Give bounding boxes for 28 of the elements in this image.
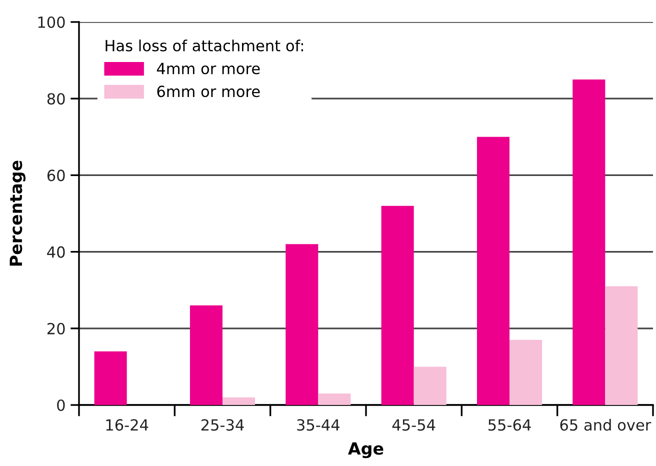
x-tick-label: 25-34 bbox=[201, 419, 244, 431]
y-axis-title: Percentage bbox=[10, 160, 26, 266]
bar bbox=[190, 305, 222, 405]
bar bbox=[572, 79, 606, 405]
legend-label: 6mm or more bbox=[157, 86, 260, 98]
x-axis-title: Age bbox=[348, 442, 384, 458]
bar bbox=[381, 206, 414, 405]
x-tick-label: 16-24 bbox=[106, 419, 148, 431]
x-tick-label: 65 and over bbox=[560, 418, 652, 431]
bar bbox=[510, 340, 542, 405]
y-tick-label: 40 bbox=[47, 246, 65, 258]
y-tick-label: 20 bbox=[47, 322, 65, 334]
x-tick-label: 35-44 bbox=[297, 419, 340, 431]
legend-label: 4mm or more bbox=[156, 62, 260, 74]
bar bbox=[318, 394, 351, 405]
y-tick-label: 60 bbox=[47, 170, 65, 182]
x-tick-label: 55-64 bbox=[488, 419, 531, 431]
bar bbox=[94, 351, 127, 405]
bar bbox=[476, 136, 510, 405]
x-tick-label: 45-54 bbox=[392, 419, 436, 431]
y-tick-label: 80 bbox=[47, 93, 65, 105]
bar bbox=[222, 397, 256, 405]
legend-title: Has loss of attachment of: bbox=[106, 40, 303, 52]
bar bbox=[414, 366, 446, 405]
y-tick-label: 100 bbox=[38, 16, 65, 28]
bar bbox=[605, 286, 638, 405]
bar bbox=[286, 244, 318, 405]
y-tick-label: 0 bbox=[57, 399, 65, 412]
